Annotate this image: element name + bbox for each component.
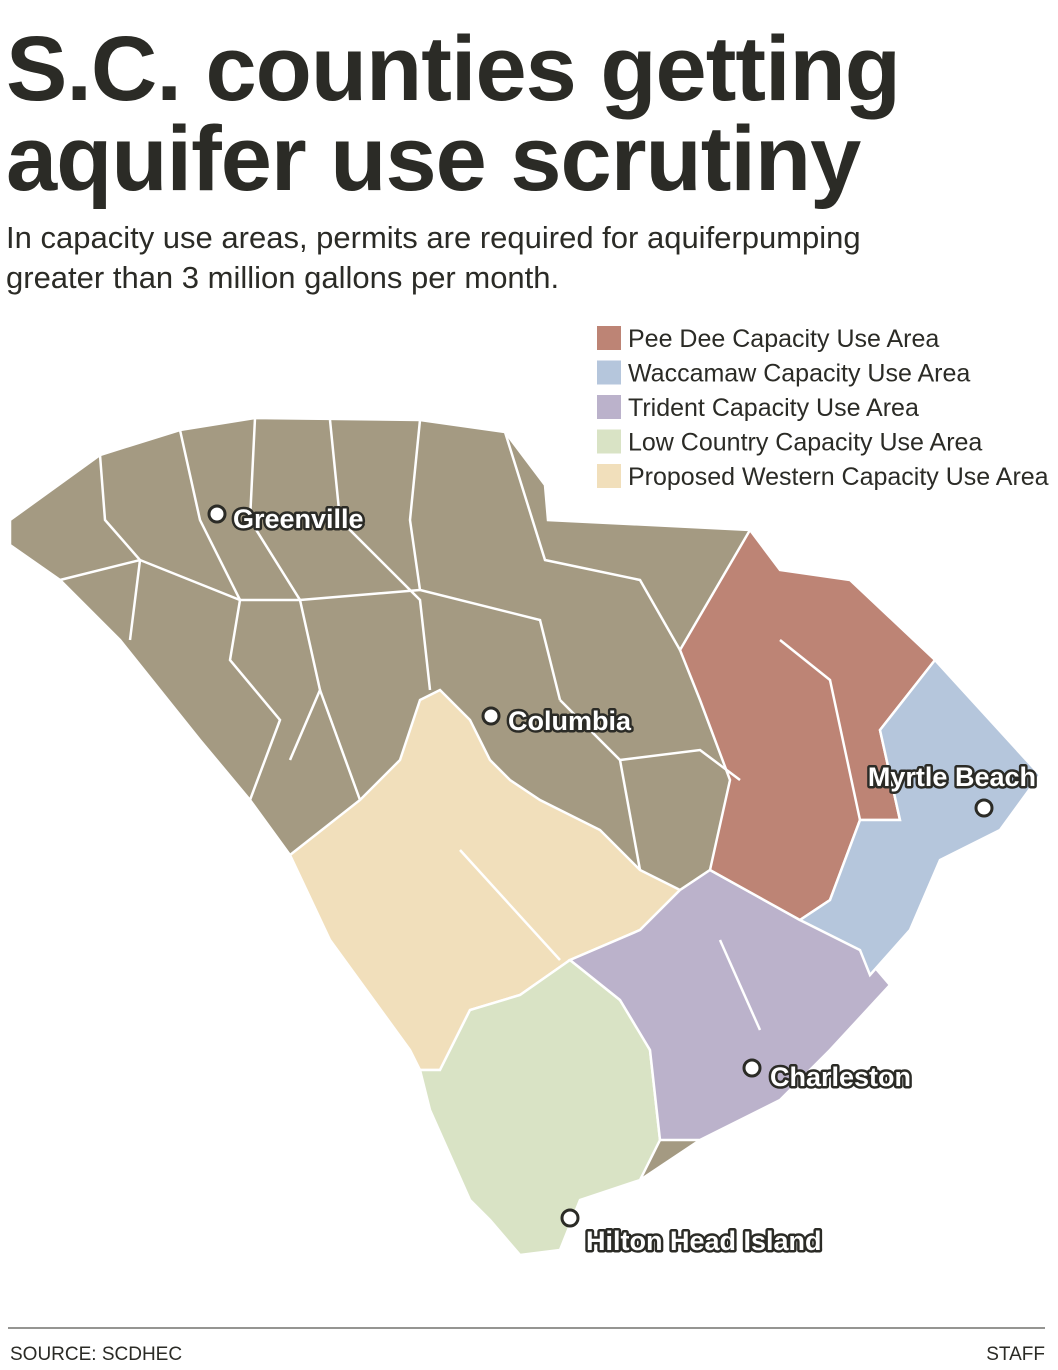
low-country-area (418, 958, 662, 1257)
subtitle-line: greater than 3 million gallons per month… (6, 260, 559, 295)
title-line: aquifer use scrutiny (6, 108, 861, 210)
subtitle-line: In capacity use areas, permits are requi… (6, 220, 861, 255)
legend-label: Low Country Capacity Use Area (628, 429, 982, 457)
legend-label: Proposed Western Capacity Use Area (628, 463, 1049, 491)
trident-area (567, 868, 892, 1142)
city-dot (974, 798, 994, 818)
waccamaw-area (797, 658, 1042, 978)
legend: Pee Dee Capacity Use Area Waccamaw Capaci… (597, 325, 1049, 491)
city-label: Charleston (770, 1062, 911, 1092)
legend-swatch (597, 464, 621, 488)
legend-label: Pee Dee Capacity Use Area (628, 325, 939, 353)
legend-swatch (597, 395, 621, 419)
city-label: Columbia (508, 706, 632, 736)
city-dot (207, 504, 227, 524)
city-label: Hilton Head Island (586, 1226, 822, 1256)
city-dot (742, 1058, 762, 1078)
legend-swatch (597, 360, 621, 385)
credit: STAFF (986, 1344, 1045, 1365)
city-dot (481, 706, 501, 726)
legend-label: Waccamaw Capacity Use Area (628, 360, 970, 388)
state-map (8, 416, 1042, 1257)
city-dot (560, 1208, 580, 1228)
legend-label: Trident Capacity Use Area (628, 394, 919, 422)
legend-swatch (597, 429, 621, 454)
county-lines (59, 417, 862, 1031)
city-label: Greenville (233, 504, 364, 534)
title-line: S.C. counties getting (6, 18, 900, 120)
source: SOURCE: SCDHEC (10, 1344, 182, 1365)
legend-swatch (597, 326, 621, 350)
city-label: Myrtle Beach (868, 762, 1036, 792)
city-markers: Greenville Columbia Myrtle Beach Charles… (207, 502, 1039, 1259)
